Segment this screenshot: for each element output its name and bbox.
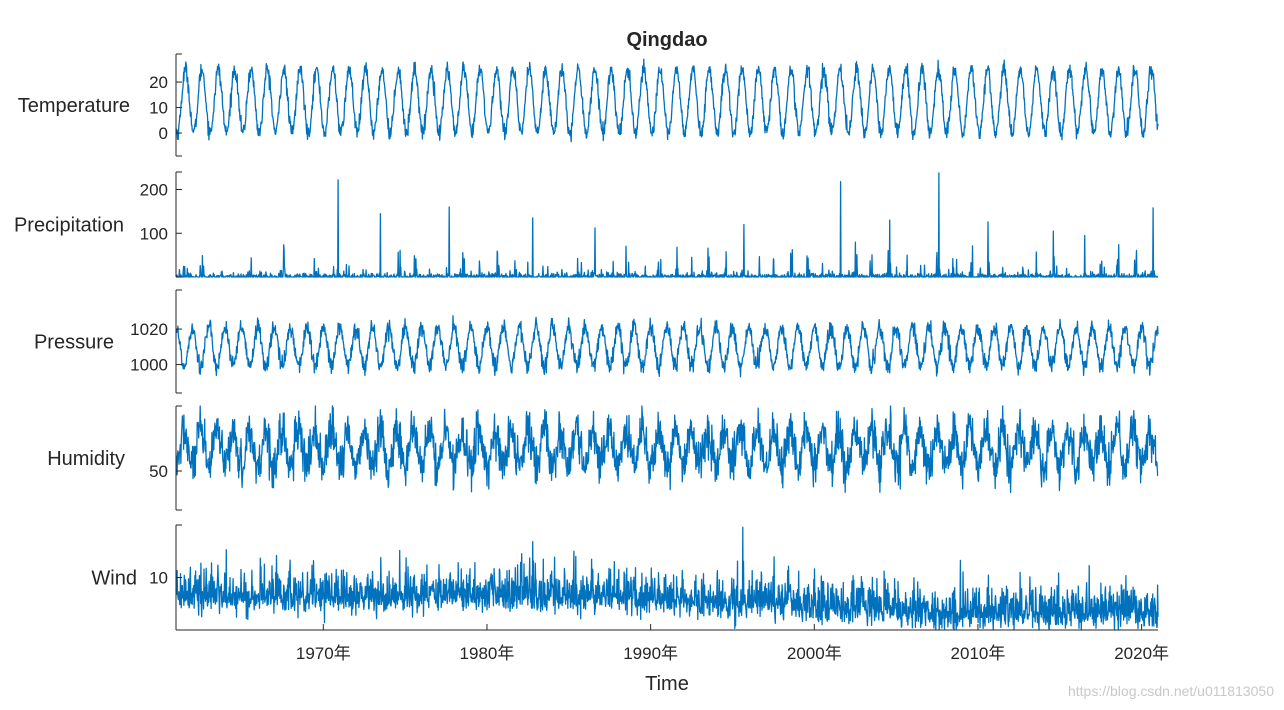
y-tick-label: 20	[149, 73, 168, 92]
panel-humidity: 50 Humidity	[47, 405, 1159, 511]
x-axis-label: Time	[645, 673, 689, 695]
y-tick-label: 200	[140, 181, 168, 200]
y-axis-label-precipitation: Precipitation	[14, 215, 124, 237]
x-tick-label: 1990年	[623, 644, 678, 663]
x-tick-label: 2000年	[787, 644, 842, 663]
series-line-pressure	[175, 315, 1159, 378]
panel-temperature: 0 10 20 Temperature	[18, 53, 1159, 157]
panel-pressure: 1000 1020 Pressure	[34, 289, 1159, 394]
y-axis-label-wind: Wind	[91, 568, 137, 590]
series-line-wind	[175, 526, 1159, 631]
x-tick-label: 2010年	[951, 644, 1006, 663]
x-tick-label: 1970年	[296, 644, 351, 663]
y-tick-label: 100	[140, 224, 168, 243]
series-line-humidity	[175, 405, 1159, 494]
y-axis-label-humidity: Humidity	[47, 448, 125, 470]
panel-precipitation: 100 200 Precipitation	[14, 171, 1159, 278]
y-tick-label: 10	[149, 569, 168, 588]
y-tick-label: 50	[149, 462, 168, 481]
x-tick-label: 2020年	[1114, 644, 1169, 663]
chart-title: Qingdao	[626, 29, 707, 51]
chart-panels: 01020Temperature100200Precipitation10001…	[14, 53, 1159, 631]
series-line-temperature	[175, 58, 1159, 143]
watermark: https://blog.csdn.net/u011813050	[1067, 683, 1274, 699]
y-tick-label: 1020	[130, 320, 168, 339]
panel-wind: 10 Wind	[91, 524, 1159, 631]
x-axis: 1970年 1980年 1990年 2000年 2010年 2020年	[176, 624, 1169, 663]
y-tick-label: 10	[149, 99, 168, 118]
y-axis-label-temperature: Temperature	[18, 95, 130, 117]
y-tick-label: 0	[159, 124, 168, 143]
y-tick-label: 1000	[130, 356, 168, 375]
y-axis-label-pressure: Pressure	[34, 332, 114, 354]
x-tick-label: 1980年	[460, 644, 515, 663]
series-line-precipitation	[175, 172, 1159, 278]
